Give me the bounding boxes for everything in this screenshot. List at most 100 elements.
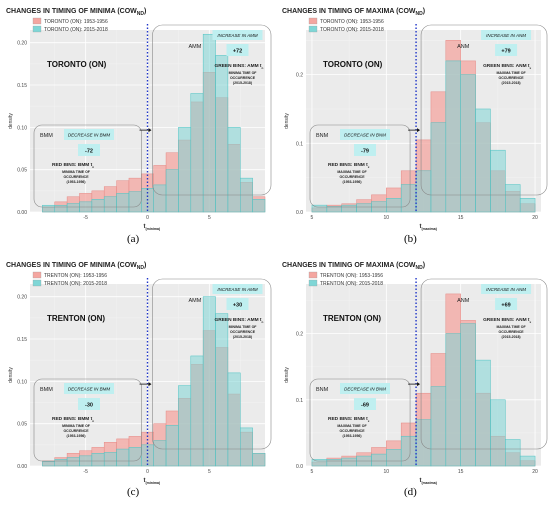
- annotation-box: [420, 278, 548, 450]
- y-tick-label: 0.2: [296, 73, 303, 79]
- bar-late: [128, 191, 142, 213]
- x-tick-label: 20: [532, 215, 538, 221]
- pill-label: DECREASE IN BNM: [344, 133, 386, 138]
- chart-title: CHANGES IN TIMING OF MAXIMA (COWND): [282, 8, 425, 17]
- change-value: -72: [85, 149, 93, 155]
- x-tick-label: 10: [384, 469, 390, 475]
- chart-panel-2: CHANGES IN TIMING OF MINIMA (COWND) 0.00 0…: [6, 262, 272, 485]
- bar-late: [153, 440, 167, 467]
- region-name: BMM: [40, 387, 53, 393]
- pill-label: INCREASE IN ANM: [486, 287, 526, 292]
- increase-annotation: ANM INCREASE IN ANM +79 GREEN BINS: ANM txM…: [420, 24, 548, 196]
- bar-late: [371, 453, 387, 467]
- bar-late: [445, 333, 461, 467]
- y-tick-label: 0.05: [17, 168, 27, 174]
- bar-late: [341, 204, 357, 213]
- value-background: [78, 144, 100, 156]
- desc-line: OCCURRENCE: [499, 76, 525, 80]
- desc-line: OCCURRENCE: [230, 76, 256, 80]
- pill-background: [481, 284, 532, 294]
- y-tick-label: 0.10: [17, 379, 27, 385]
- bar-late: [128, 447, 142, 467]
- legend-swatch: [308, 279, 318, 287]
- pill-label: INCREASE IN AMM: [217, 33, 258, 38]
- y-axis-label: density: [8, 367, 14, 383]
- legend-swatch: [308, 25, 318, 33]
- bar-late: [326, 206, 342, 213]
- desc-line: OCCURRENCE: [339, 429, 365, 433]
- bar-late: [386, 449, 402, 467]
- bar-late: [460, 74, 476, 213]
- bar-late: [116, 193, 130, 213]
- change-value: -79: [361, 149, 369, 155]
- bar-late: [519, 198, 536, 213]
- desc-line: (2015-2018): [502, 335, 521, 339]
- bar-late: [178, 385, 192, 467]
- legend: TORONTO (ON): 1953-1956 TORONTO (ON): 201…: [32, 17, 108, 33]
- value-background: [495, 44, 518, 56]
- x-tick-label: 5: [208, 215, 211, 221]
- legend-label: TRENTON (ON): 2015-2018: [320, 281, 383, 287]
- legend-label: TRENTON (ON): 1953-1956: [44, 273, 107, 279]
- bar-late: [165, 425, 179, 467]
- bar-late: [400, 184, 417, 213]
- desc-line: MAXIMA TIME OF: [337, 424, 367, 428]
- annotation-box: [33, 124, 142, 208]
- bar-late: [341, 457, 357, 467]
- legend-swatch: [308, 271, 318, 279]
- y-tick-label: 0.0: [296, 210, 303, 216]
- legend-swatch: [32, 279, 42, 287]
- x-axis-label: t(minima): [144, 224, 161, 231]
- legend-label: TRENTON (ON): 1953-1956: [320, 273, 383, 279]
- desc-line: (1953-1956): [342, 434, 361, 438]
- chart-panel-3: CHANGES IN TIMING OF MAXIMA (COWND) 0.0 0.…: [282, 262, 548, 485]
- y-tick-label: 0.00: [17, 210, 27, 216]
- bar-late: [227, 127, 241, 213]
- legend: TORONTO (ON): 1953-1956 TORONTO (ON): 201…: [308, 17, 384, 33]
- y-axis-label: density: [284, 113, 290, 129]
- bins-label: RED BINS: BNM tx: [328, 416, 370, 423]
- bar-late: [386, 198, 402, 213]
- annotation-box: [309, 124, 411, 208]
- desc-line: OCCURRENCE: [230, 330, 256, 334]
- station-label: TRENTON (ON): [47, 314, 105, 323]
- x-axis-label: t(maxima): [420, 224, 437, 231]
- pill-background: [481, 30, 532, 40]
- legend-label: TORONTO (ON): 1953-1956: [320, 19, 384, 25]
- chart-title: CHANGES IN TIMING OF MINIMA (COWND): [6, 8, 146, 17]
- y-tick-label: 0.10: [17, 125, 27, 131]
- bar-late: [116, 448, 130, 467]
- x-tick-label: 15: [458, 215, 464, 221]
- pill-background: [64, 383, 114, 394]
- y-axis-label: density: [284, 367, 290, 383]
- x-tick-label: 20: [532, 469, 538, 475]
- x-tick-label: 15: [458, 469, 464, 475]
- bar-late: [215, 313, 229, 467]
- bar-late: [445, 60, 461, 213]
- bar-late: [91, 199, 105, 213]
- change-value: -30: [85, 403, 93, 409]
- bar-late: [356, 203, 372, 213]
- desc-line: MAXIMA TIME OF: [496, 71, 526, 75]
- bins-label: RED BINS: BNM tx: [328, 162, 370, 169]
- bar-late: [240, 427, 253, 467]
- caption-c: (c): [127, 486, 140, 498]
- y-tick-label: 0.00: [17, 464, 27, 470]
- bar-late: [54, 204, 68, 213]
- change-value: +79: [501, 49, 510, 55]
- bar-late: [252, 453, 266, 467]
- desc-line: (1953-1956): [66, 180, 85, 184]
- chart-panel-1: CHANGES IN TIMING OF MAXIMA (COWND) 0.0 0.…: [282, 8, 548, 231]
- bar-late: [165, 169, 179, 213]
- y-tick-label: 0.1: [296, 141, 303, 147]
- bar-late: [42, 461, 55, 467]
- x-tick-label: 5: [311, 215, 314, 221]
- decrease-annotation: BNM DECREASE IN BNM -79 RED BINS: BNM txMAX…: [309, 124, 411, 208]
- region-name: ANM: [457, 298, 470, 304]
- bar-late: [54, 458, 68, 467]
- y-tick-label: 0.2: [296, 332, 303, 338]
- bar-late: [400, 435, 417, 467]
- chart-panel-0: CHANGES IN TIMING OF MINIMA (COWND) 0.00 0…: [6, 8, 272, 231]
- x-tick-label: 0: [146, 469, 149, 475]
- arrow-head: [417, 382, 421, 387]
